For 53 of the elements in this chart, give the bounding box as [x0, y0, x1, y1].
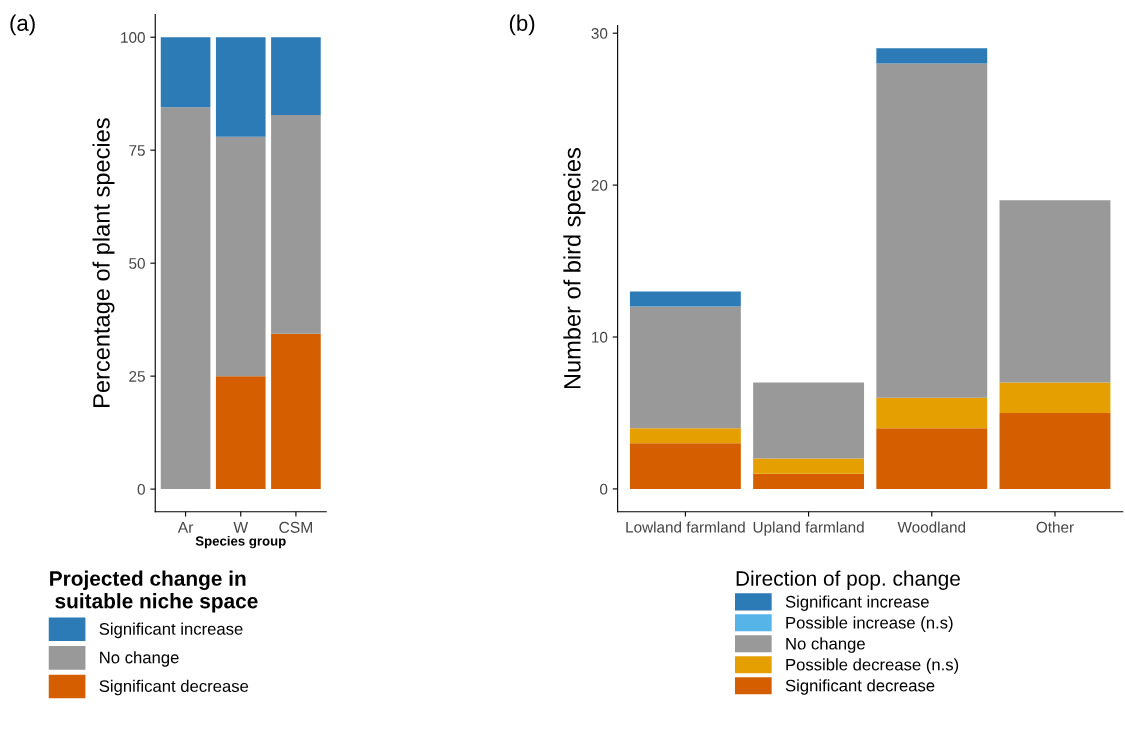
- bar: [876, 397, 988, 429]
- legend-label: No change: [100, 651, 179, 667]
- legend-title: Projected change in suitable niche space: [50, 570, 258, 613]
- bar: [629, 306, 741, 429]
- x-tick-label: Woodland: [897, 521, 966, 533]
- legend-title: Direction of pop. change: [736, 570, 960, 590]
- bar: [160, 37, 211, 108]
- x-tick-label: CSM: [279, 521, 312, 533]
- bar: [999, 382, 1111, 413]
- y-tick-label: 0: [137, 483, 145, 495]
- x-tick-label: W: [233, 522, 249, 533]
- bar: [215, 376, 266, 490]
- bar: [271, 114, 321, 334]
- bar: [629, 443, 741, 489]
- y-tick-label: 50: [129, 258, 145, 269]
- x-axis-title: Species group: [195, 535, 286, 549]
- x-tick-label: Upland farmland: [753, 521, 864, 536]
- legend-label: Significant decrease: [99, 679, 249, 696]
- y-tick-label: 100: [121, 32, 145, 43]
- legend-label: No change: [786, 637, 865, 653]
- legend-label: Significant increase: [99, 622, 243, 639]
- chart-title: (a): [10, 14, 35, 36]
- x-tick-label: Ar: [177, 522, 194, 533]
- bar: [215, 136, 266, 377]
- bar: [215, 37, 266, 137]
- chart-title: (b): [509, 14, 535, 36]
- x-tick-label: Other: [1036, 521, 1074, 533]
- legend-label: Significant increase: [785, 595, 929, 611]
- bar: [999, 412, 1111, 489]
- y-axis-title: Percentage of plant species: [92, 118, 115, 407]
- bar: [999, 200, 1111, 383]
- bar: [753, 382, 865, 459]
- bar: [753, 458, 865, 474]
- bar: [160, 107, 211, 490]
- legend-label: Significant decrease: [785, 679, 935, 695]
- y-tick-label: 10: [592, 331, 608, 343]
- bar: [876, 63, 988, 398]
- y-axis-title: Number of bird species: [563, 148, 586, 389]
- legend-label: Possible decrease (n.s): [786, 658, 959, 674]
- x-tick-label: Lowland farmland: [626, 521, 745, 533]
- bar: [876, 428, 988, 489]
- legend-label: Possible increase (n.s): [786, 616, 953, 632]
- bar: [271, 333, 321, 490]
- y-tick-label: 30: [591, 28, 608, 39]
- y-tick-label: 25: [129, 371, 145, 382]
- y-tick-label: 0: [600, 483, 608, 495]
- bar: [629, 428, 741, 444]
- y-tick-label: 75: [129, 145, 145, 156]
- bar: [876, 48, 988, 64]
- bar: [753, 473, 865, 489]
- bar: [629, 291, 741, 307]
- y-tick-label: 20: [591, 179, 608, 191]
- bar: [271, 37, 321, 115]
